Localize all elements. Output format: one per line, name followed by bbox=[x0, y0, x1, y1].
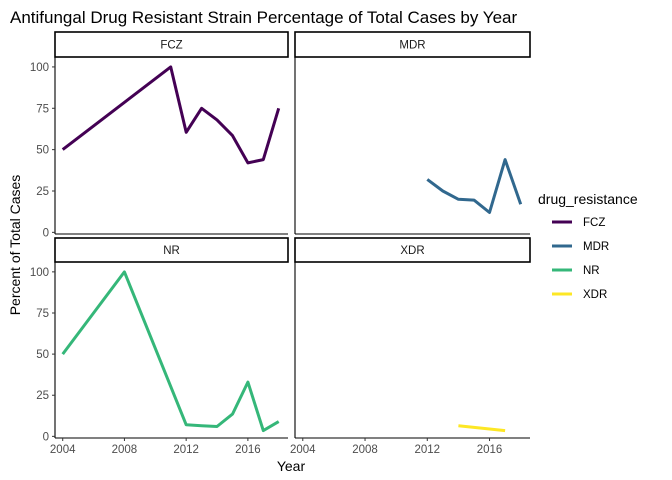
y-tick-label: 0 bbox=[43, 227, 49, 239]
y-tick-label: 75 bbox=[36, 308, 49, 320]
facet-strip-label: MDR bbox=[399, 40, 425, 52]
facet-fcz: FCZ 0 25 50 75 100 bbox=[30, 31, 289, 239]
facet-strip-label: NR bbox=[163, 245, 180, 257]
legend-item-nr: NR bbox=[552, 265, 600, 277]
y-tick-label: 25 bbox=[36, 390, 49, 402]
legend-label: XDR bbox=[583, 289, 607, 301]
series-line-mdr bbox=[426, 158, 523, 214]
facet-xdr: XDR 2004 2008 2012 2016 bbox=[290, 237, 531, 456]
x-tick-label: 2008 bbox=[112, 444, 138, 456]
series-line-xdr bbox=[458, 424, 506, 433]
facet-strip-label: XDR bbox=[400, 245, 424, 257]
y-tick-label: 0 bbox=[43, 431, 49, 443]
x-tick-label: 2004 bbox=[290, 444, 316, 456]
legend-title: drug_resistance bbox=[538, 191, 638, 207]
facet-nr: NR 0 25 50 75 100 2004 2008 2012 2016 bbox=[30, 237, 289, 456]
y-tick-label: 50 bbox=[36, 145, 49, 157]
y-tick-label: 100 bbox=[30, 62, 49, 74]
legend: drug_resistance FCZ MDR NR XDR bbox=[538, 191, 638, 301]
legend-item-fcz: FCZ bbox=[552, 217, 605, 229]
series-line-nr bbox=[61, 270, 280, 433]
y-axis-title: Percent of Total Cases bbox=[7, 175, 23, 316]
x-tick-label: 2004 bbox=[50, 444, 76, 456]
y-tick-label: 25 bbox=[36, 186, 49, 198]
x-tick-label: 2012 bbox=[414, 444, 440, 456]
x-tick-label: 2016 bbox=[235, 444, 261, 456]
facet-strip bbox=[294, 237, 531, 263]
facet-strip bbox=[54, 237, 289, 263]
series-line-fcz bbox=[61, 65, 281, 165]
facet-mdr: MDR bbox=[294, 31, 531, 235]
legend-label: MDR bbox=[583, 241, 609, 253]
facet-strip bbox=[54, 31, 289, 58]
x-tick-label: 2016 bbox=[477, 444, 503, 456]
y-tick-label: 75 bbox=[36, 103, 49, 115]
legend-item-xdr: XDR bbox=[552, 289, 607, 301]
y-tick-label: 50 bbox=[36, 349, 49, 361]
legend-label: NR bbox=[583, 265, 600, 277]
facet-strip-label: FCZ bbox=[160, 40, 182, 52]
x-tick-label: 2008 bbox=[352, 444, 378, 456]
x-axis-title: Year bbox=[277, 458, 306, 474]
x-tick-label: 2012 bbox=[173, 444, 199, 456]
legend-label: FCZ bbox=[583, 217, 605, 229]
legend-item-mdr: MDR bbox=[552, 241, 609, 253]
y-tick-label: 100 bbox=[30, 267, 49, 279]
facet-strip bbox=[294, 31, 531, 58]
chart-title: Antifungal Drug Resistant Strain Percent… bbox=[10, 8, 517, 27]
facet-panels: FCZ 0 25 50 75 100 MDR NR 0 25 50 75 100 2004 2008 2012… bbox=[30, 31, 531, 456]
